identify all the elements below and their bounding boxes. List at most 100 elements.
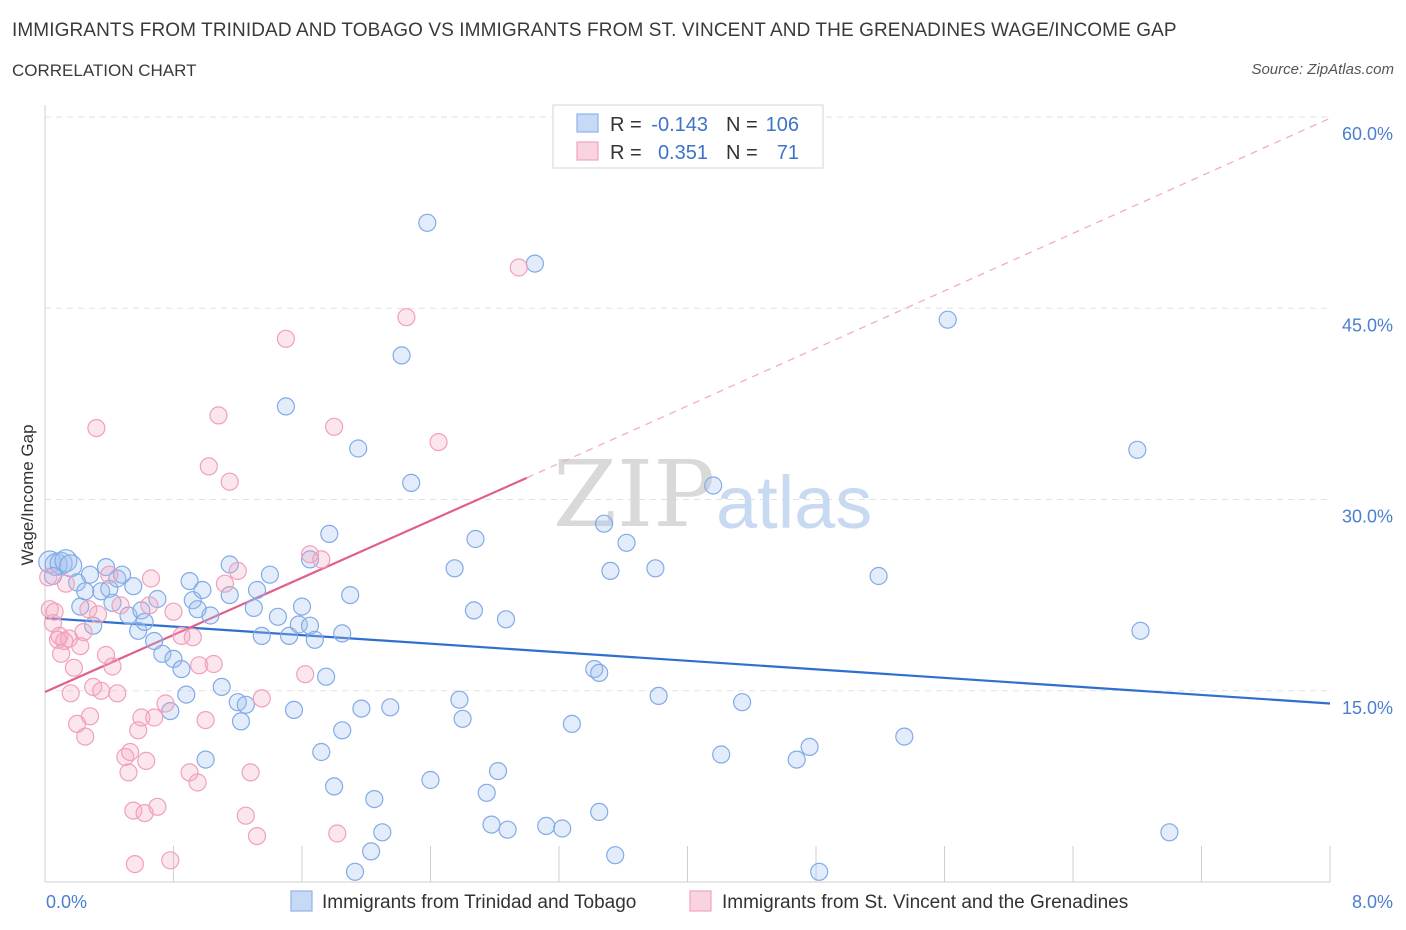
data-point xyxy=(145,708,164,727)
data-point xyxy=(236,806,255,825)
data-point xyxy=(325,777,344,796)
data-point xyxy=(349,439,368,458)
data-point xyxy=(268,607,287,626)
data-point xyxy=(153,644,172,663)
data-point xyxy=(80,707,100,726)
data-point xyxy=(445,559,464,578)
legend-n-value-1: 106 xyxy=(766,114,799,136)
data-point xyxy=(124,801,143,820)
watermark-atlas: atlas xyxy=(716,461,872,544)
legend-n-label-1: N = xyxy=(726,114,758,136)
data-point xyxy=(305,630,324,649)
bottom-legend-label-1: Immigrants from Trinidad and Tobago xyxy=(322,892,636,913)
data-point xyxy=(241,763,260,782)
data-point xyxy=(525,254,545,273)
data-point xyxy=(79,600,98,619)
data-point xyxy=(220,585,239,605)
data-point xyxy=(228,561,247,581)
legend-swatch-pink xyxy=(576,141,599,161)
data-point xyxy=(141,569,161,588)
data-point xyxy=(362,842,381,861)
bottom-legend-swatch-blue xyxy=(290,890,313,912)
data-point xyxy=(212,677,231,697)
data-point xyxy=(466,529,485,549)
data-point xyxy=(345,862,365,881)
y-tick-label-2: 45.0% xyxy=(1342,315,1393,335)
data-point xyxy=(140,596,159,615)
data-point xyxy=(509,258,528,277)
data-points xyxy=(38,213,1179,881)
data-point xyxy=(135,612,154,632)
data-point xyxy=(236,695,255,714)
data-point xyxy=(1160,823,1179,842)
data-point xyxy=(196,710,215,730)
data-point xyxy=(201,606,220,625)
watermark-zip: ZIP xyxy=(553,441,715,548)
legend-r-label-1: R = xyxy=(610,114,642,136)
data-point xyxy=(296,665,315,684)
data-point xyxy=(137,751,156,771)
series-0-points xyxy=(38,213,1179,881)
data-point xyxy=(76,582,95,601)
data-point xyxy=(488,761,508,781)
data-point xyxy=(88,605,108,624)
data-point xyxy=(56,574,76,593)
y-tick-label-0: 15.0% xyxy=(1342,698,1393,718)
data-point xyxy=(732,693,752,712)
data-point xyxy=(220,472,239,491)
data-point xyxy=(594,514,614,533)
legend-swatch-blue xyxy=(576,113,599,133)
data-point xyxy=(84,616,103,635)
legend-n-value-2: 71 xyxy=(777,142,799,164)
data-point xyxy=(183,628,202,647)
data-point xyxy=(145,631,164,651)
data-point xyxy=(247,826,267,846)
data-point xyxy=(895,727,914,746)
data-point xyxy=(1128,440,1147,459)
data-point xyxy=(482,815,501,834)
legend-r-value-2: 0.351 xyxy=(658,142,708,164)
data-point xyxy=(188,773,207,792)
data-point xyxy=(429,433,448,452)
correlation-legend: R = -0.143 N = 106 R = 0.351 N = 71 xyxy=(552,104,824,169)
data-point xyxy=(80,565,100,584)
data-point xyxy=(381,698,400,717)
trend-lines xyxy=(44,117,1331,705)
data-point xyxy=(276,397,295,416)
data-point xyxy=(177,685,196,704)
data-point xyxy=(601,561,620,581)
data-point xyxy=(869,566,888,586)
data-point xyxy=(333,721,352,740)
data-point xyxy=(562,714,582,734)
data-point xyxy=(421,770,440,790)
data-point xyxy=(100,565,119,584)
data-point xyxy=(172,659,191,679)
data-point xyxy=(148,797,167,816)
data-point xyxy=(617,533,636,552)
bottom-legend-label-2: Immigrants from St. Vincent and the Gren… xyxy=(722,892,1128,913)
data-point xyxy=(121,742,140,762)
data-point xyxy=(787,750,806,769)
data-point xyxy=(39,568,58,587)
axes xyxy=(44,105,1331,883)
legend-r-value-1: -0.143 xyxy=(651,114,708,136)
data-point xyxy=(244,598,263,618)
data-point xyxy=(477,783,496,802)
data-point xyxy=(590,663,609,683)
x-tick-labels: 0.0% 8.0% xyxy=(46,892,1393,912)
data-point xyxy=(284,700,304,720)
y-tick-label-1: 30.0% xyxy=(1342,507,1393,527)
data-point xyxy=(260,565,279,584)
data-point xyxy=(276,329,295,348)
data-point xyxy=(292,597,312,616)
data-point xyxy=(103,657,122,676)
data-point xyxy=(119,763,138,782)
data-point xyxy=(312,550,331,569)
data-point xyxy=(328,824,347,843)
data-point xyxy=(61,684,80,703)
data-point xyxy=(312,742,331,762)
data-point xyxy=(247,580,267,600)
data-point xyxy=(180,571,199,591)
data-point xyxy=(231,712,251,731)
